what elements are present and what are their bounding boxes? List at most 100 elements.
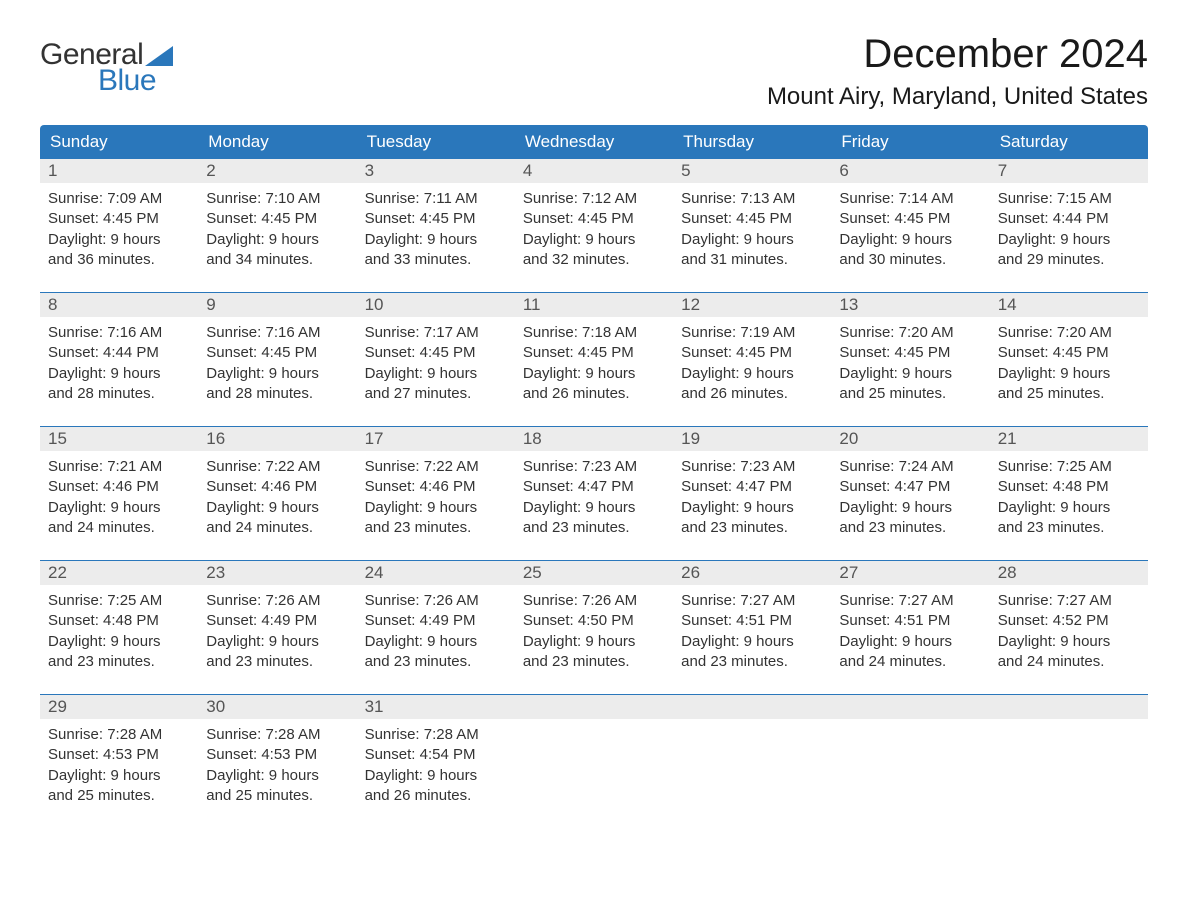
sunrise-text: Sunrise: 7:22 AM xyxy=(206,457,348,477)
daylight-text-2: and 26 minutes. xyxy=(681,384,823,404)
calendar-header-cell: Wednesday xyxy=(515,125,673,159)
daylight-text-1: Daylight: 9 hours xyxy=(206,498,348,518)
day-number-row: 891011121314 xyxy=(40,293,1148,317)
sunset-text: Sunset: 4:45 PM xyxy=(365,343,507,363)
day-number: 9 xyxy=(198,293,356,317)
daylight-text-2: and 26 minutes. xyxy=(523,384,665,404)
day-number: 12 xyxy=(673,293,831,317)
day-number: 5 xyxy=(673,159,831,183)
day-number: 8 xyxy=(40,293,198,317)
day-cell: Sunrise: 7:20 AMSunset: 4:45 PMDaylight:… xyxy=(990,317,1148,418)
sunrise-text: Sunrise: 7:28 AM xyxy=(365,725,507,745)
sunset-text: Sunset: 4:45 PM xyxy=(681,343,823,363)
sunset-text: Sunset: 4:45 PM xyxy=(523,209,665,229)
daylight-text-1: Daylight: 9 hours xyxy=(365,230,507,250)
day-number: 23 xyxy=(198,561,356,585)
sunrise-text: Sunrise: 7:17 AM xyxy=(365,323,507,343)
day-cell: Sunrise: 7:25 AMSunset: 4:48 PMDaylight:… xyxy=(990,451,1148,552)
day-cell: Sunrise: 7:19 AMSunset: 4:45 PMDaylight:… xyxy=(673,317,831,418)
day-number: 29 xyxy=(40,695,198,719)
day-cell: Sunrise: 7:16 AMSunset: 4:45 PMDaylight:… xyxy=(198,317,356,418)
sunrise-text: Sunrise: 7:18 AM xyxy=(523,323,665,343)
daylight-text-1: Daylight: 9 hours xyxy=(681,498,823,518)
sunrise-text: Sunrise: 7:22 AM xyxy=(365,457,507,477)
sunset-text: Sunset: 4:49 PM xyxy=(365,611,507,631)
sunrise-text: Sunrise: 7:24 AM xyxy=(839,457,981,477)
sunrise-text: Sunrise: 7:13 AM xyxy=(681,189,823,209)
day-number: 24 xyxy=(357,561,515,585)
sunset-text: Sunset: 4:54 PM xyxy=(365,745,507,765)
day-cell: Sunrise: 7:26 AMSunset: 4:50 PMDaylight:… xyxy=(515,585,673,686)
sunset-text: Sunset: 4:44 PM xyxy=(998,209,1140,229)
daylight-text-2: and 31 minutes. xyxy=(681,250,823,270)
day-number-row: 1234567 xyxy=(40,159,1148,183)
daylight-text-2: and 23 minutes. xyxy=(48,652,190,672)
sunset-text: Sunset: 4:47 PM xyxy=(839,477,981,497)
day-number: 21 xyxy=(990,427,1148,451)
sunset-text: Sunset: 4:45 PM xyxy=(365,209,507,229)
sunrise-text: Sunrise: 7:27 AM xyxy=(681,591,823,611)
location-subtitle: Mount Airy, Maryland, United States xyxy=(767,83,1148,111)
daylight-text-2: and 25 minutes. xyxy=(48,786,190,806)
calendar: SundayMondayTuesdayWednesdayThursdayFrid… xyxy=(40,125,1148,820)
day-cell: Sunrise: 7:23 AMSunset: 4:47 PMDaylight:… xyxy=(515,451,673,552)
day-cell: Sunrise: 7:13 AMSunset: 4:45 PMDaylight:… xyxy=(673,183,831,284)
page-header: General Blue December 2024 Mount Airy, M… xyxy=(40,32,1148,111)
daylight-text-1: Daylight: 9 hours xyxy=(681,230,823,250)
daylight-text-1: Daylight: 9 hours xyxy=(48,498,190,518)
day-cell: Sunrise: 7:18 AMSunset: 4:45 PMDaylight:… xyxy=(515,317,673,418)
day-cell: Sunrise: 7:26 AMSunset: 4:49 PMDaylight:… xyxy=(198,585,356,686)
sunrise-text: Sunrise: 7:26 AM xyxy=(206,591,348,611)
day-cell xyxy=(990,719,1148,820)
day-cell: Sunrise: 7:26 AMSunset: 4:49 PMDaylight:… xyxy=(357,585,515,686)
daylight-text-2: and 33 minutes. xyxy=(365,250,507,270)
sunset-text: Sunset: 4:51 PM xyxy=(681,611,823,631)
day-number: 31 xyxy=(357,695,515,719)
daylight-text-2: and 26 minutes. xyxy=(365,786,507,806)
daylight-text-2: and 29 minutes. xyxy=(998,250,1140,270)
day-cell: Sunrise: 7:27 AMSunset: 4:51 PMDaylight:… xyxy=(673,585,831,686)
daylight-text-1: Daylight: 9 hours xyxy=(681,364,823,384)
sunset-text: Sunset: 4:45 PM xyxy=(206,343,348,363)
sunset-text: Sunset: 4:45 PM xyxy=(523,343,665,363)
sunrise-text: Sunrise: 7:26 AM xyxy=(523,591,665,611)
sunset-text: Sunset: 4:45 PM xyxy=(839,209,981,229)
day-cell: Sunrise: 7:17 AMSunset: 4:45 PMDaylight:… xyxy=(357,317,515,418)
day-number: 30 xyxy=(198,695,356,719)
sail-icon xyxy=(145,46,173,66)
sunset-text: Sunset: 4:49 PM xyxy=(206,611,348,631)
daylight-text-1: Daylight: 9 hours xyxy=(523,632,665,652)
daylight-text-1: Daylight: 9 hours xyxy=(523,230,665,250)
sunrise-text: Sunrise: 7:11 AM xyxy=(365,189,507,209)
calendar-header-cell: Sunday xyxy=(40,125,198,159)
sunrise-text: Sunrise: 7:23 AM xyxy=(681,457,823,477)
day-body-row: Sunrise: 7:16 AMSunset: 4:44 PMDaylight:… xyxy=(40,317,1148,418)
sunrise-text: Sunrise: 7:25 AM xyxy=(998,457,1140,477)
day-number: 17 xyxy=(357,427,515,451)
daylight-text-1: Daylight: 9 hours xyxy=(839,364,981,384)
sunrise-text: Sunrise: 7:26 AM xyxy=(365,591,507,611)
daylight-text-2: and 23 minutes. xyxy=(998,518,1140,538)
daylight-text-1: Daylight: 9 hours xyxy=(681,632,823,652)
day-cell xyxy=(831,719,989,820)
daylight-text-2: and 23 minutes. xyxy=(365,652,507,672)
sunset-text: Sunset: 4:50 PM xyxy=(523,611,665,631)
sunrise-text: Sunrise: 7:16 AM xyxy=(48,323,190,343)
daylight-text-1: Daylight: 9 hours xyxy=(48,632,190,652)
daylight-text-2: and 36 minutes. xyxy=(48,250,190,270)
day-body-row: Sunrise: 7:21 AMSunset: 4:46 PMDaylight:… xyxy=(40,451,1148,552)
daylight-text-1: Daylight: 9 hours xyxy=(365,498,507,518)
calendar-header-cell: Tuesday xyxy=(357,125,515,159)
sunset-text: Sunset: 4:46 PM xyxy=(365,477,507,497)
daylight-text-2: and 23 minutes. xyxy=(681,652,823,672)
daylight-text-1: Daylight: 9 hours xyxy=(998,632,1140,652)
day-cell: Sunrise: 7:28 AMSunset: 4:53 PMDaylight:… xyxy=(40,719,198,820)
sunrise-text: Sunrise: 7:20 AM xyxy=(839,323,981,343)
sunrise-text: Sunrise: 7:16 AM xyxy=(206,323,348,343)
day-cell: Sunrise: 7:11 AMSunset: 4:45 PMDaylight:… xyxy=(357,183,515,284)
day-number xyxy=(515,695,673,719)
sunrise-text: Sunrise: 7:27 AM xyxy=(839,591,981,611)
sunrise-text: Sunrise: 7:10 AM xyxy=(206,189,348,209)
daylight-text-1: Daylight: 9 hours xyxy=(523,364,665,384)
daylight-text-1: Daylight: 9 hours xyxy=(839,230,981,250)
